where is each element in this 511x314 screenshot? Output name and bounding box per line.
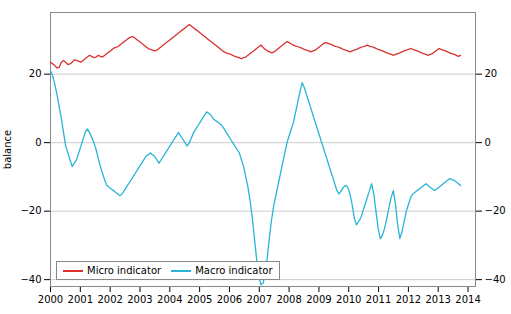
svg-text:−40: −40 [20, 274, 41, 285]
svg-text:2010: 2010 [336, 294, 361, 305]
svg-text:−20: −20 [20, 205, 41, 216]
svg-text:2006: 2006 [217, 294, 242, 305]
svg-text:0: 0 [485, 137, 491, 148]
svg-text:−40: −40 [485, 274, 506, 285]
html-text:Macro indicator: Macro indicator [195, 265, 273, 276]
svg-text:2001: 2001 [68, 294, 93, 305]
svg-text:2002: 2002 [97, 294, 122, 305]
svg-text:2013: 2013 [425, 294, 450, 305]
svg-text:2012: 2012 [396, 294, 421, 305]
svg-text:0: 0 [35, 137, 41, 148]
svg-text:2003: 2003 [127, 294, 152, 305]
svg-text:20: 20 [485, 68, 498, 79]
svg-text:balance: balance [2, 130, 13, 169]
svg-text:2007: 2007 [247, 294, 272, 305]
html-text:Micro indicator: Micro indicator [87, 265, 162, 276]
svg-text:2008: 2008 [276, 294, 301, 305]
svg-text:2000: 2000 [38, 294, 63, 305]
svg-text:2005: 2005 [187, 294, 212, 305]
svg-text:20: 20 [29, 68, 42, 79]
svg-text:2004: 2004 [157, 294, 182, 305]
svg-text:2011: 2011 [366, 294, 391, 305]
svg-text:2009: 2009 [306, 294, 331, 305]
svg-text:2014: 2014 [455, 294, 480, 305]
svg-text:−20: −20 [485, 205, 506, 216]
